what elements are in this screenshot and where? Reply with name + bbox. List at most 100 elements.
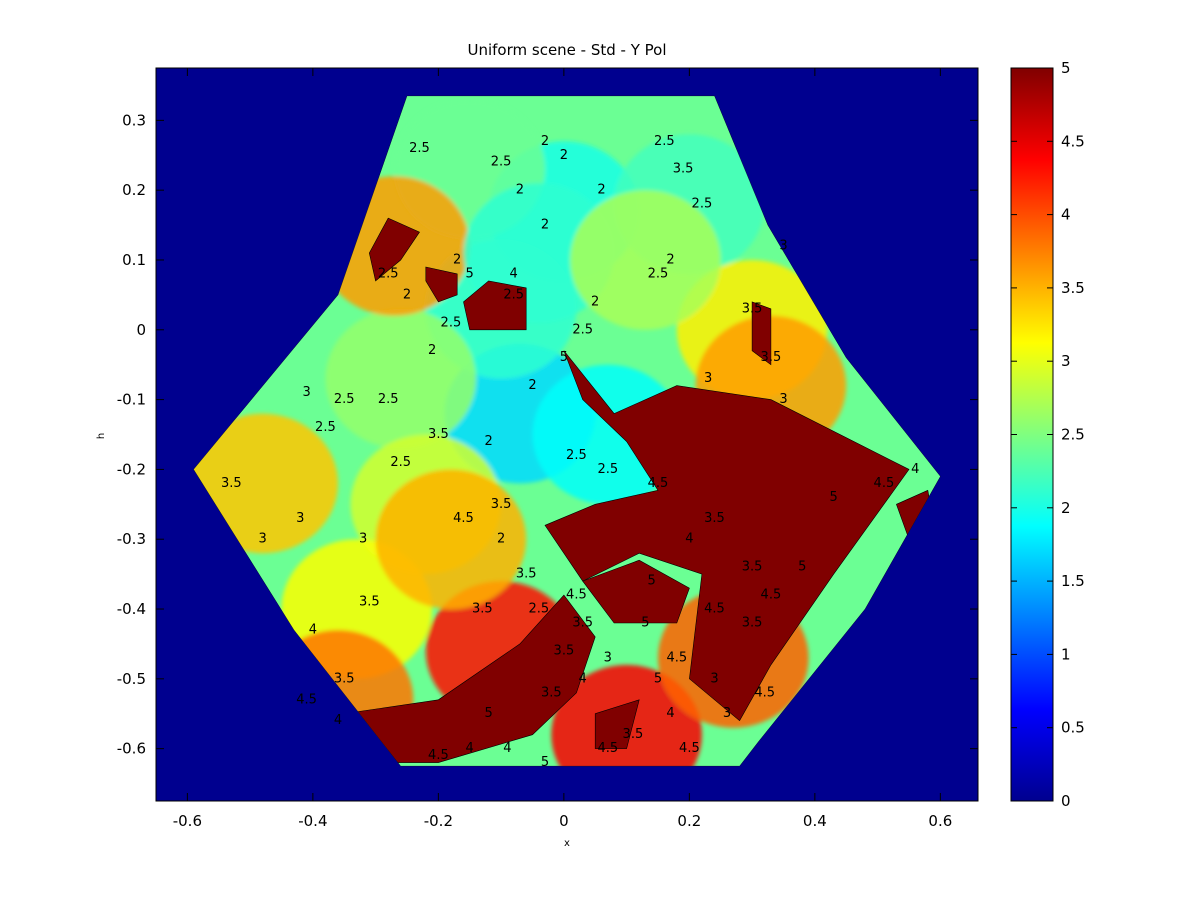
x-axis-label: x: [564, 838, 570, 849]
contour-label: 2.5: [409, 141, 430, 156]
contour-label: 2: [453, 253, 461, 268]
contour-label: 5: [654, 671, 662, 686]
contour-label: 2.5: [378, 266, 399, 281]
contour-label: 4: [309, 623, 317, 638]
contour-label: 2.5: [597, 462, 618, 477]
contour-label: 5: [560, 350, 568, 365]
contour-label: 4.5: [648, 476, 669, 491]
colorbar-tick-label: 4.5: [1061, 132, 1085, 150]
contour-label: 3: [604, 650, 612, 665]
x-tick-label: 0.6: [928, 812, 952, 830]
saturated-region: [425, 266, 458, 303]
contour-label: 2.5: [572, 322, 593, 337]
contour-label: 5: [641, 616, 649, 631]
colorbar-tick-label: 2: [1061, 499, 1071, 517]
contour-label: 4: [510, 266, 518, 281]
saturated-region: [343, 594, 596, 763]
contour-label: 2.5: [441, 315, 462, 330]
contour-label: 2: [528, 378, 536, 393]
contour-label: 2: [484, 434, 492, 449]
y-tick-label: 0.2: [122, 181, 146, 199]
contour-label: 3.5: [673, 162, 694, 177]
contour-label: 2.5: [648, 266, 669, 281]
contour-label: 4.5: [566, 588, 587, 603]
contour-label: 5: [830, 490, 838, 505]
contour-label: 3.5: [541, 685, 562, 700]
value-blob: [570, 190, 721, 330]
contour-label: 3.5: [491, 497, 512, 512]
contour-label: 3: [296, 511, 304, 526]
x-tick-label: -0.2: [424, 812, 453, 830]
contour-label: 4.5: [761, 588, 782, 603]
contour-label: 3.5: [742, 301, 763, 316]
colorbar-tick-label: 5: [1061, 59, 1071, 77]
plot-frame: [155, 67, 979, 802]
x-axis: -0.6 -0.4 -0.2 0 0.2 0.4 0.6: [173, 68, 952, 830]
contour-label: 3.5: [554, 643, 575, 658]
x-tick-label: 0.2: [677, 812, 701, 830]
colorbar-tick-label: 3: [1061, 352, 1071, 370]
saturated-region: [751, 301, 772, 366]
contour-label: 5: [484, 706, 492, 721]
contour-label: 2.5: [378, 392, 399, 407]
colorbar-tick-label: 3.5: [1061, 279, 1085, 297]
x-tick-label: 0: [559, 812, 569, 830]
saturated-region: [544, 350, 910, 722]
x-tick-label: -0.4: [298, 812, 327, 830]
contour-label: 3: [723, 706, 731, 721]
contour-label: 4: [579, 671, 587, 686]
contour-label: 2.5: [528, 602, 549, 617]
y-tick-label: 0.3: [122, 111, 146, 129]
x-tick-label: 0.4: [803, 812, 827, 830]
contour-label: 2: [428, 343, 436, 358]
y-tick-label: 0.1: [122, 251, 146, 269]
y-tick-label: 0: [136, 321, 146, 339]
saturated-region: [463, 280, 527, 331]
y-axis-label: h: [96, 433, 107, 439]
colorbar-tick-label: 1: [1061, 645, 1071, 663]
contour-label: 3.5: [704, 511, 725, 526]
contour-label: 3.5: [623, 727, 644, 742]
contour-label: 3: [779, 239, 787, 254]
contour-label: 2: [541, 134, 549, 149]
colorbar-tick-label: 0: [1061, 792, 1071, 810]
x-tick-label: -0.6: [173, 812, 202, 830]
value-blob: [375, 469, 527, 609]
contour-label: 2.5: [390, 455, 411, 470]
contour-label: 3.5: [742, 616, 763, 631]
contour-label: 3.5: [359, 595, 380, 610]
contour-label: 2: [560, 148, 568, 163]
contour-label: 3.5: [472, 602, 493, 617]
y-tick-label: -0.6: [117, 740, 146, 758]
y-tick-label: -0.1: [117, 391, 146, 409]
contour-label: 3: [302, 385, 310, 400]
contour-label: 3: [259, 532, 267, 547]
value-blob: [193, 413, 339, 554]
colorbar-tick-label: 4: [1061, 206, 1071, 224]
contour-label: 4: [666, 706, 674, 721]
contour-label: 4: [466, 741, 474, 756]
contour-label: 4.5: [704, 602, 725, 617]
contour-label: 5: [541, 755, 549, 770]
contour-label: 2.5: [692, 197, 713, 212]
contour-label: 4.5: [874, 476, 895, 491]
contour-label: 4.5: [453, 511, 474, 526]
contour-label: 2.5: [654, 134, 675, 149]
colorbar-tick-label: 0.5: [1061, 719, 1085, 737]
contour-label: 2.5: [491, 155, 512, 170]
contour-label: 5: [648, 574, 656, 589]
contour-label: 2.5: [334, 392, 355, 407]
contour-label: 3.5: [761, 350, 782, 365]
contour-label: 3: [710, 671, 718, 686]
contour-label: 4.5: [679, 741, 700, 756]
y-tick-label: -0.5: [117, 670, 146, 688]
saturated-region: [368, 217, 420, 282]
colorbar-gradient: [1010, 67, 1054, 802]
contour-label: 2: [403, 287, 411, 302]
contour-label: 2.5: [566, 448, 587, 463]
contour-label: 2.5: [503, 287, 524, 302]
contour-label: 3.5: [334, 671, 355, 686]
saturated-region: [582, 559, 690, 624]
